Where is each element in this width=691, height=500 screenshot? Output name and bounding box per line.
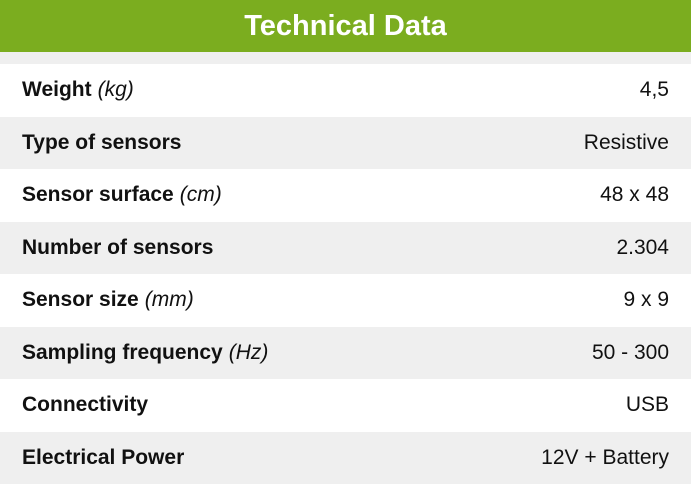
row-label: Sensor surface (cm) (22, 183, 222, 207)
row-label-text: Number of sensors (22, 235, 214, 259)
row-label: Weight (kg) (22, 78, 134, 102)
row-label-text: Connectivity (22, 393, 149, 417)
row-label: Number of sensors (22, 236, 213, 260)
row-label: Type of sensors (22, 131, 182, 155)
row-label-text: Type of sensors (22, 130, 182, 154)
table-row: Sensor size (mm) 9 x 9 (0, 274, 691, 327)
row-value: 48 x 48 (600, 183, 669, 207)
table-row: Type of sensors Resistive (0, 116, 691, 169)
table-title: Technical Data (0, 0, 691, 52)
table-row: Connectivity USB (0, 379, 691, 432)
row-label: Sampling frequency (Hz) (22, 341, 268, 365)
row-value: Resistive (583, 130, 669, 154)
table-row: Number of sensors 2.304 (0, 221, 691, 274)
row-unit: (cm) (179, 183, 222, 207)
row-unit: (Hz) (228, 340, 269, 364)
table-row: Weight (kg) 4,5 (0, 64, 691, 117)
row-value: 50 - 300 (591, 340, 669, 364)
row-unit: (mm) (144, 288, 194, 312)
table-row: Sensor surface (cm) 48 x 48 (0, 169, 691, 222)
row-label-text: Electrical Power (22, 445, 185, 469)
row-value: 9 x 9 (623, 288, 669, 312)
row-value: 12V + Battery (541, 445, 669, 469)
row-label: Electrical Power (22, 446, 184, 470)
table-row: Sampling frequency (Hz) 50 - 300 (0, 326, 691, 379)
row-value: USB (625, 393, 669, 417)
table-row: Electrical Power 12V + Battery (0, 431, 691, 484)
row-label: Connectivity (22, 393, 148, 417)
row-value: 2.304 (616, 235, 669, 259)
row-unit: (kg) (97, 78, 134, 102)
row-label: Sensor size (mm) (22, 288, 194, 312)
technical-data-table: Weight (kg) 4,5 Type of sensors Resistive Sen… (0, 64, 691, 484)
divider-strip (0, 52, 691, 64)
row-label-text: Weight (22, 78, 92, 102)
row-label-text: Sampling frequency (22, 340, 223, 364)
row-label-text: Sensor size (22, 288, 139, 312)
row-value: 4,5 (639, 78, 669, 102)
row-label-text: Sensor surface (22, 183, 174, 207)
